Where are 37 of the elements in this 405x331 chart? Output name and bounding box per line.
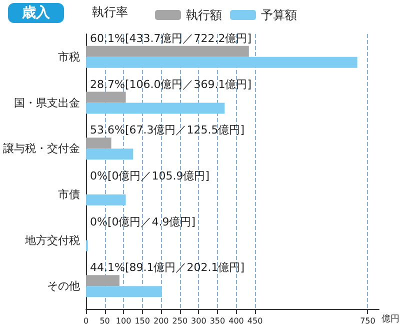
x-axis-title: 億円 xyxy=(381,314,400,324)
bar xyxy=(86,138,112,149)
bar xyxy=(86,275,120,286)
y-tick-label: 市税 xyxy=(58,50,80,64)
y-tick-label: 国・県支出金 xyxy=(14,96,80,110)
bar xyxy=(86,194,126,206)
x-tick-label: 50 xyxy=(100,316,110,326)
x-tick-label: 300 xyxy=(191,316,206,326)
x-tick-label: 350 xyxy=(210,316,226,326)
y-tick-label: 譲与税・交付金 xyxy=(3,142,80,156)
x-tick-label: 150 xyxy=(134,316,150,326)
y-tick-label: 地方交付税 xyxy=(24,234,80,247)
legend-title: 執行率 xyxy=(92,5,128,19)
y-tick-label: その他 xyxy=(47,280,80,293)
x-tick-label: 0 xyxy=(83,316,89,326)
x-tick-label: 100 xyxy=(116,316,132,326)
x-tick-label: 200 xyxy=(153,316,169,326)
x-tick-label: 750 xyxy=(360,316,376,326)
y-tick-label: 市債 xyxy=(58,188,80,201)
bar xyxy=(86,56,358,68)
annotation: 60.1%[433.7億円／722.2億円] xyxy=(90,32,252,45)
bar xyxy=(86,46,249,57)
annotation: 0%[0億円／105.9億円] xyxy=(90,169,210,182)
bar xyxy=(86,102,225,114)
annotation: 53.6%[67.3億円／125.5億円] xyxy=(90,124,245,137)
chart-title: 歳入 xyxy=(21,5,51,21)
legend-label: 執行額 xyxy=(186,8,222,22)
bar xyxy=(86,148,134,160)
annotation: 28.7%[106.0億円／369.1億円] xyxy=(90,78,252,91)
bar xyxy=(86,92,126,103)
x-tick-label: 400 xyxy=(228,316,244,326)
annotation: 0%[0億円／4.9億円] xyxy=(90,215,196,228)
x-tick-label: 250 xyxy=(172,316,188,326)
legend-label: 予算額 xyxy=(261,8,297,22)
annotation: 44.1%[89.1億円／202.1億円] xyxy=(90,261,245,274)
x-tick-label: 450 xyxy=(247,316,263,326)
bar xyxy=(86,286,162,298)
